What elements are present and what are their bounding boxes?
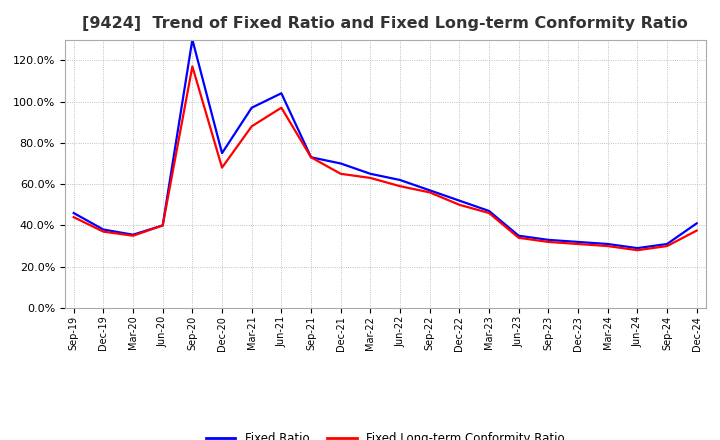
- Fixed Long-term Conformity Ratio: [69, 215, 78, 220]
- Fixed Long-term Conformity Ratio: [485, 210, 493, 216]
- Fixed Ratio: [336, 161, 345, 166]
- Fixed Long-term Conformity Ratio: [603, 243, 612, 249]
- Fixed Long-term Conformity Ratio: [574, 242, 582, 247]
- Fixed Ratio: [129, 232, 138, 237]
- Fixed Ratio: [158, 223, 167, 228]
- Fixed Long-term Conformity Ratio: [158, 223, 167, 228]
- Fixed Long-term Conformity Ratio: [693, 228, 701, 233]
- Fixed Long-term Conformity Ratio: [662, 243, 671, 249]
- Fixed Ratio: [307, 154, 315, 160]
- Fixed Ratio: [693, 221, 701, 226]
- Fixed Ratio: [69, 210, 78, 216]
- Line: Fixed Ratio: Fixed Ratio: [73, 40, 697, 248]
- Fixed Ratio: [366, 171, 374, 176]
- Fixed Long-term Conformity Ratio: [99, 229, 108, 234]
- Fixed Long-term Conformity Ratio: [396, 183, 405, 189]
- Fixed Ratio: [188, 37, 197, 42]
- Fixed Ratio: [485, 208, 493, 213]
- Fixed Long-term Conformity Ratio: [426, 190, 434, 195]
- Fixed Ratio: [514, 233, 523, 238]
- Fixed Ratio: [277, 91, 286, 96]
- Fixed Ratio: [633, 246, 642, 251]
- Fixed Long-term Conformity Ratio: [217, 165, 226, 170]
- Fixed Ratio: [217, 150, 226, 156]
- Fixed Ratio: [396, 177, 405, 183]
- Fixed Long-term Conformity Ratio: [129, 233, 138, 238]
- Fixed Long-term Conformity Ratio: [514, 235, 523, 240]
- Fixed Ratio: [455, 198, 464, 203]
- Fixed Long-term Conformity Ratio: [544, 239, 553, 245]
- Fixed Long-term Conformity Ratio: [366, 175, 374, 180]
- Line: Fixed Long-term Conformity Ratio: Fixed Long-term Conformity Ratio: [73, 66, 697, 250]
- Fixed Long-term Conformity Ratio: [277, 105, 286, 110]
- Fixed Ratio: [248, 105, 256, 110]
- Fixed Ratio: [574, 239, 582, 245]
- Fixed Long-term Conformity Ratio: [307, 154, 315, 160]
- Fixed Ratio: [99, 227, 108, 232]
- Legend: Fixed Ratio, Fixed Long-term Conformity Ratio: Fixed Ratio, Fixed Long-term Conformity …: [201, 427, 570, 440]
- Fixed Long-term Conformity Ratio: [248, 124, 256, 129]
- Title: [9424]  Trend of Fixed Ratio and Fixed Long-term Conformity Ratio: [9424] Trend of Fixed Ratio and Fixed Lo…: [82, 16, 688, 32]
- Fixed Long-term Conformity Ratio: [336, 171, 345, 176]
- Fixed Long-term Conformity Ratio: [188, 64, 197, 69]
- Fixed Ratio: [426, 188, 434, 193]
- Fixed Ratio: [544, 237, 553, 242]
- Fixed Ratio: [662, 242, 671, 247]
- Fixed Ratio: [603, 242, 612, 247]
- Fixed Long-term Conformity Ratio: [455, 202, 464, 207]
- Fixed Long-term Conformity Ratio: [633, 248, 642, 253]
